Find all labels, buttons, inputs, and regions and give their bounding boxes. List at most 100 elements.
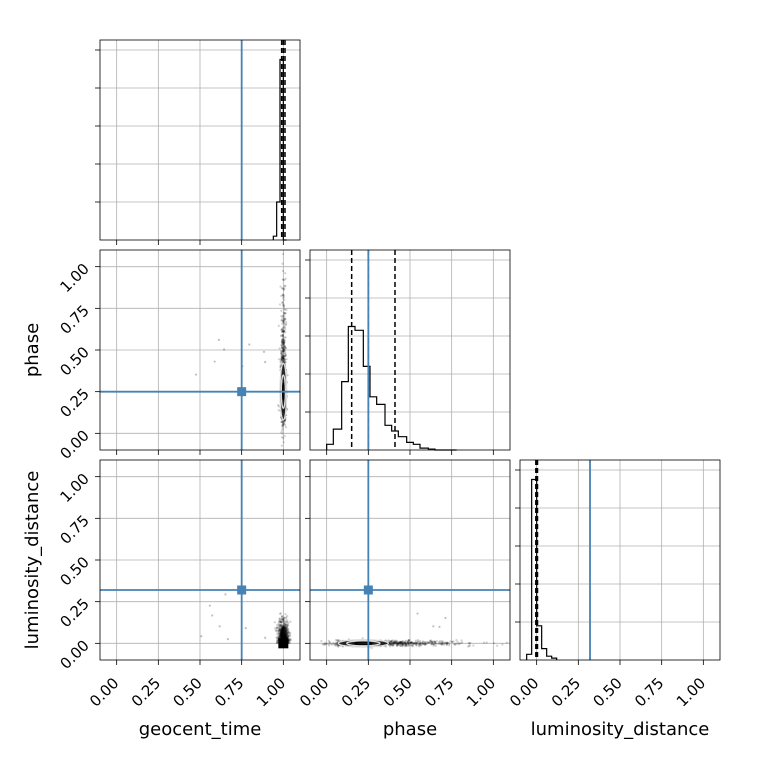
scatter-phase-vs-luminosity-distance-point: [433, 641, 436, 644]
scatter-geocent-time-vs-luminosity-distance-point: [283, 617, 286, 620]
scatter-geocent-time-vs-luminosity-distance-point: [284, 635, 287, 638]
scatter-geocent-time-vs-luminosity-distance-point: [281, 632, 284, 635]
scatter-phase-vs-luminosity-distance-points: [310, 612, 508, 649]
scatter-geocent-time-vs-phase-point: [280, 241, 282, 243]
scatter-phase-vs-luminosity-distance-point: [407, 643, 410, 646]
scatter-phase-vs-luminosity-distance-point: [426, 641, 429, 644]
scatter-geocent-time-vs-luminosity-distance-point: [280, 629, 284, 633]
scatter-phase-vs-luminosity-distance-point: [389, 642, 392, 645]
scatter-geocent-time-vs-phase-point: [281, 329, 284, 333]
scatter-geocent-time-vs-luminosity-distance-point: [278, 628, 281, 631]
scatter-geocent-time-vs-phase-point: [282, 354, 285, 357]
scatter-geocent-time-vs-luminosity-distance-point: [286, 619, 289, 622]
scatter-geocent-time-vs-luminosity-distance-point: [280, 634, 284, 637]
scatter-geocent-time-vs-luminosity-distance-point: [282, 634, 285, 637]
scatter-geocent-time-vs-phase-point: [281, 348, 285, 351]
scatter-geocent-time-vs-luminosity-distance-point: [284, 613, 287, 616]
scatter-phase-vs-luminosity-distance-point: [405, 643, 408, 646]
scatter-geocent-time-vs-luminosity-distance-point: [282, 629, 285, 632]
scatter-geocent-time-vs-luminosity-distance-point: [281, 631, 284, 634]
scatter-geocent-time-vs-luminosity-distance-point: [286, 634, 289, 637]
scatter-phase-vs-luminosity-distance-point: [401, 641, 404, 644]
scatter-geocent-time-vs-phase-point: [281, 335, 285, 338]
scatter-geocent-time-vs-phase-point: [283, 358, 286, 361]
scatter-phase-vs-luminosity-distance-point: [409, 642, 412, 645]
scatter-geocent-time-vs-phase-point: [281, 297, 285, 300]
scatter-geocent-time-vs-phase-point: [280, 341, 284, 344]
scatter-geocent-time-vs-luminosity-distance-point: [281, 627, 284, 630]
scatter-geocent-time-vs-phase-outlier: [213, 360, 216, 363]
scatter-geocent-time-vs-luminosity-distance-point: [281, 628, 284, 631]
scatter-geocent-time-vs-luminosity-distance-point: [280, 635, 283, 638]
scatter-geocent-time-vs-luminosity-distance-point: [287, 630, 290, 633]
scatter-geocent-time-vs-luminosity-distance-point: [280, 631, 283, 634]
scatter-geocent-time-vs-luminosity-distance-point: [276, 633, 279, 636]
scatter-geocent-time-vs-phase-point: [281, 330, 285, 333]
scatter-geocent-time-vs-phase-point: [282, 357, 285, 360]
scatter-geocent-time-vs-phase-point: [280, 359, 283, 362]
scatter-geocent-time-vs-luminosity-distance-point: [282, 631, 285, 634]
scatter-geocent-time-vs-luminosity-distance-point: [277, 629, 281, 632]
scatter-phase-vs-luminosity-distance-point: [329, 642, 332, 645]
scatter-geocent-time-vs-phase-point: [282, 317, 286, 320]
hist-luminosity-distance-xtick-label-2: 0.50: [589, 674, 625, 710]
scatter-phase-vs-luminosity-distance-point: [398, 640, 401, 643]
scatter-geocent-time-vs-luminosity-distance-point: [282, 634, 285, 637]
scatter-phase-vs-luminosity-distance-point: [460, 641, 464, 644]
scatter-geocent-time-vs-luminosity-distance-point: [279, 629, 282, 632]
scatter-phase-vs-luminosity-distance-point: [334, 644, 337, 647]
scatter-phase-vs-luminosity-distance-point: [407, 641, 410, 644]
scatter-geocent-time-vs-phase-point: [281, 293, 284, 296]
scatter-geocent-time-vs-luminosity-distance-point: [281, 628, 284, 631]
scatter-geocent-time-vs-luminosity-distance-point: [279, 636, 283, 639]
scatter-geocent-time-vs-luminosity-distance-point: [282, 625, 286, 629]
scatter-geocent-time-vs-luminosity-distance-point: [279, 629, 283, 632]
scatter-geocent-time-vs-luminosity-distance-point: [280, 631, 284, 634]
scatter-geocent-time-vs-luminosity-distance-point: [289, 634, 292, 638]
scatter-geocent-time-vs-luminosity-distance-point: [282, 636, 285, 639]
scatter-geocent-time-vs-luminosity-distance-point: [286, 631, 289, 634]
scatter-geocent-time-vs-luminosity-distance-point: [281, 626, 285, 629]
scatter-geocent-time-vs-luminosity-distance-point: [278, 627, 282, 630]
scatter-geocent-time-vs-luminosity-distance-point: [279, 621, 283, 624]
scatter-geocent-time-vs-luminosity-distance-point: [280, 628, 284, 631]
scatter-geocent-time-vs-phase-point: [281, 348, 285, 351]
scatter-geocent-time-vs-phase-point: [280, 315, 283, 318]
scatter-phase-vs-luminosity-distance-point: [323, 643, 326, 646]
scatter-geocent-time-vs-phase-point: [280, 355, 283, 358]
scatter-phase-vs-luminosity-distance-point: [406, 641, 410, 644]
scatter-geocent-time-vs-phase-point: [281, 337, 284, 340]
scatter-phase-vs-luminosity-distance-point: [410, 641, 413, 644]
scatter-geocent-time-vs-phase-point: [283, 326, 286, 329]
scatter-phase-vs-luminosity-distance-point: [408, 639, 411, 642]
scatter-geocent-time-vs-phase-point: [282, 441, 285, 444]
scatter-geocent-time-vs-luminosity-distance-point: [283, 627, 286, 630]
scatter-phase-vs-luminosity-distance-point: [413, 641, 416, 645]
scatter-geocent-time-vs-phase-point: [282, 340, 285, 343]
scatter-geocent-time-vs-phase-point: [282, 305, 285, 308]
scatter-geocent-time-vs-phase-point: [281, 339, 285, 342]
scatter-geocent-time-vs-phase-point: [282, 348, 285, 351]
scatter-geocent-time-vs-luminosity-distance-point: [282, 625, 285, 628]
scatter-geocent-time-vs-phase-point: [283, 287, 286, 290]
scatter-geocent-time-vs-luminosity-distance-ytick-label-0: 0.00: [56, 636, 92, 672]
scatter-geocent-time-vs-luminosity-distance-truth-marker: [237, 585, 247, 595]
scatter-phase-vs-luminosity-distance-point: [410, 641, 414, 644]
scatter-geocent-time-vs-luminosity-distance-point: [284, 636, 287, 639]
scatter-geocent-time-vs-luminosity-distance-point: [282, 633, 285, 637]
scatter-geocent-time-vs-phase-point: [284, 361, 287, 364]
scatter-geocent-time-vs-luminosity-distance-point: [285, 632, 288, 635]
scatter-phase-vs-luminosity-distance-point: [388, 641, 392, 645]
scatter-phase-vs-luminosity-distance-point: [415, 643, 418, 646]
scatter-phase-vs-luminosity-distance-point: [394, 640, 397, 644]
scatter-geocent-time-vs-luminosity-distance-point: [282, 626, 286, 629]
scatter-geocent-time-vs-luminosity-distance-point: [281, 630, 284, 634]
scatter-phase-vs-luminosity-distance-point: [393, 641, 396, 644]
scatter-geocent-time-vs-luminosity-distance-point: [279, 632, 283, 635]
scatter-geocent-time-vs-phase-point: [282, 350, 286, 353]
scatter-geocent-time-vs-luminosity-distance-point: [282, 635, 285, 638]
scatter-phase-vs-luminosity-distance-point: [389, 640, 392, 643]
scatter-geocent-time-vs-phase-point: [282, 355, 285, 358]
scatter-geocent-time-vs-luminosity-distance-point: [283, 625, 286, 628]
scatter-geocent-time-vs-phase-point: [283, 354, 286, 357]
